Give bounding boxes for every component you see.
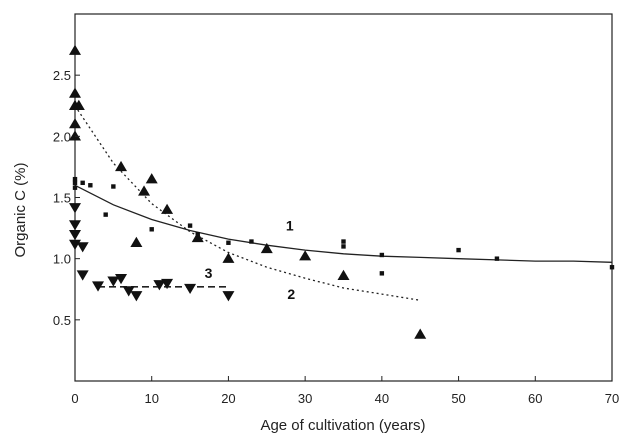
data-point-series-2 xyxy=(222,252,235,263)
data-point-series-2 xyxy=(69,118,81,129)
data-point-series-2 xyxy=(337,269,350,280)
data-point-series-1 xyxy=(88,183,93,188)
y-tick-label: 2.0 xyxy=(53,129,71,144)
x-tick-label: 50 xyxy=(451,391,465,406)
data-point-series-1 xyxy=(72,185,78,190)
y-axis-label: Organic C (%) xyxy=(12,162,29,257)
data-point-series-1 xyxy=(111,184,116,189)
x-tick-label: 20 xyxy=(221,391,235,406)
data-point-series-2 xyxy=(414,328,427,339)
data-point-series-2 xyxy=(72,99,85,110)
series-label-2: 2 xyxy=(287,286,295,302)
data-point-series-2 xyxy=(69,87,81,98)
data-point-series-3 xyxy=(92,281,105,292)
x-tick-label: 40 xyxy=(375,391,389,406)
x-tick-label: 60 xyxy=(528,391,542,406)
data-point-series-1 xyxy=(103,212,108,217)
data-point-series-2 xyxy=(138,185,151,196)
data-point-series-3 xyxy=(69,220,81,231)
data-point-series-3 xyxy=(184,283,197,295)
data-point-series-1 xyxy=(226,240,231,245)
x-tick-label: 10 xyxy=(144,391,158,406)
x-tick-label: 30 xyxy=(298,391,312,406)
data-point-series-3 xyxy=(130,291,143,302)
data-point-series-1 xyxy=(341,244,346,249)
data-point-series-1 xyxy=(494,256,500,261)
data-point-series-2 xyxy=(191,231,204,243)
data-point-series-1 xyxy=(456,247,461,253)
x-axis-label: Age of cultivation (years) xyxy=(260,417,425,434)
data-point-series-3 xyxy=(153,280,166,291)
y-tick-label: 0.5 xyxy=(53,313,71,328)
y-tick-label: 1.5 xyxy=(53,191,71,206)
data-point-series-2 xyxy=(115,160,128,172)
fit-curve-series-1 xyxy=(74,184,613,263)
data-point-series-3 xyxy=(122,286,135,297)
data-point-series-3 xyxy=(222,291,235,302)
y-tick-label: 1.0 xyxy=(53,252,71,267)
data-point-series-2 xyxy=(299,250,312,261)
data-point-series-2 xyxy=(161,203,174,214)
data-point-series-3 xyxy=(161,278,174,290)
data-point-series-1 xyxy=(379,271,385,276)
fit-curve-series-2 xyxy=(74,105,421,301)
data-point-series-2 xyxy=(145,173,158,184)
data-point-series-1 xyxy=(72,180,78,186)
data-point-series-3 xyxy=(76,270,89,281)
data-point-series-3 xyxy=(69,230,81,241)
data-point-series-2 xyxy=(69,44,81,55)
data-point-series-1 xyxy=(341,239,346,244)
data-point-series-1 xyxy=(379,252,385,258)
x-tick-label: 0 xyxy=(71,391,78,406)
data-point-series-1 xyxy=(149,227,154,232)
data-point-series-3 xyxy=(115,274,128,285)
data-point-series-3 xyxy=(69,203,81,214)
series-label-3: 3 xyxy=(205,265,213,281)
data-point-series-2 xyxy=(69,130,81,141)
series-label-1: 1 xyxy=(286,218,294,234)
data-point-series-3 xyxy=(107,276,120,287)
data-point-series-1 xyxy=(609,265,615,270)
data-point-series-2 xyxy=(260,242,273,254)
plot-frame xyxy=(74,13,613,382)
data-point-series-1 xyxy=(72,176,78,182)
data-point-series-1 xyxy=(80,180,85,186)
y-tick-label: 2.5 xyxy=(53,68,71,83)
data-point-series-2 xyxy=(130,236,143,247)
data-point-series-1 xyxy=(249,239,254,244)
data-point-series-3 xyxy=(76,242,89,253)
x-tick-label: 70 xyxy=(605,391,619,406)
data-point-series-1 xyxy=(187,223,193,228)
